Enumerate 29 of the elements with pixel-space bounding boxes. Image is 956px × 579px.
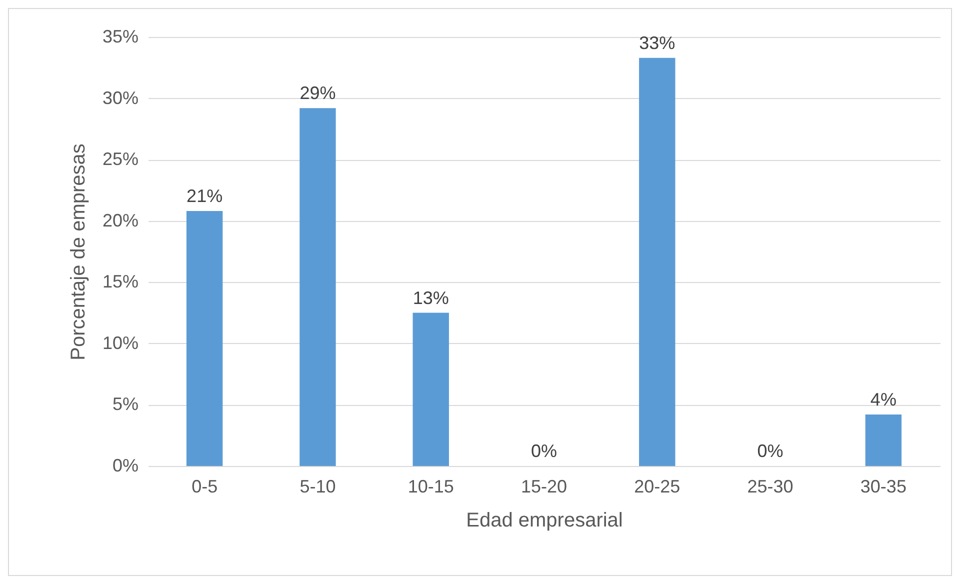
bar: [300, 108, 336, 466]
bar: [412, 312, 449, 466]
data-label: 0%: [757, 441, 784, 461]
data-label: 29%: [300, 83, 336, 104]
y-tick-label: 5%: [112, 394, 138, 414]
x-tick-label: 30-35: [860, 476, 906, 496]
y-tick-label: 30%: [102, 88, 138, 108]
y-tick-label: 0%: [112, 456, 138, 476]
data-label: 0%: [530, 441, 558, 461]
x-tick-label: 10-15: [408, 476, 454, 496]
y-tick-label: 20%: [102, 210, 138, 230]
x-tick-label: 25-30: [747, 476, 794, 496]
bar: [186, 211, 223, 466]
y-tick-label: 25%: [102, 149, 138, 170]
x-tick-label: 20-25: [634, 476, 680, 496]
data-label: 21%: [186, 186, 223, 206]
x-tick-label: 5-10: [300, 476, 336, 496]
x-tick-label: 0-5: [192, 476, 218, 496]
data-label: 4%: [870, 390, 896, 410]
x-tick-label: 15-20: [520, 476, 568, 496]
bar: [865, 414, 902, 466]
x-axis-title: Edad empresarial: [466, 510, 623, 532]
bar: [639, 58, 676, 466]
y-axis-title: Porcentaje de empresas: [67, 144, 90, 360]
y-tick-label: 35%: [102, 26, 138, 46]
data-label: 13%: [412, 288, 449, 308]
y-tick-label: 10%: [102, 332, 138, 353]
y-tick-label: 15%: [102, 272, 138, 292]
data-label: 33%: [639, 32, 676, 53]
